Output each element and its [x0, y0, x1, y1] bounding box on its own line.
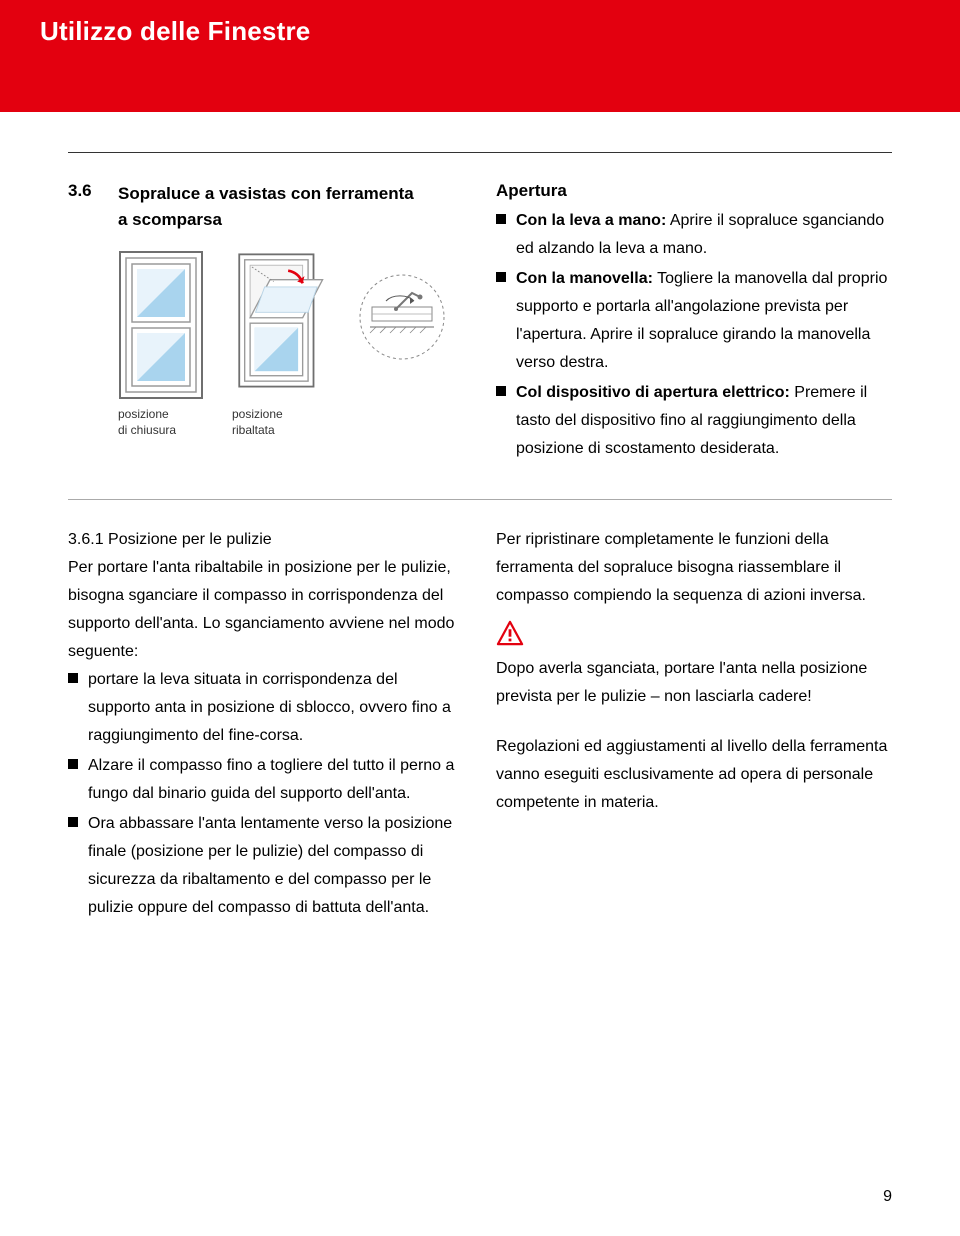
list-item: Ora abbassare l'anta lentamente verso la… — [68, 810, 464, 922]
diagram-row — [118, 250, 464, 400]
upper-right-col: Apertura Con la leva a mano: Aprire il s… — [496, 181, 892, 465]
divider-top — [68, 152, 892, 153]
section-number: 3.6 — [68, 181, 102, 232]
page-title: Utilizzo delle Finestre — [40, 16, 920, 47]
bullet-text: Con la manovella: Togliere la manovella … — [516, 265, 892, 377]
caption-open: posizione ribaltata — [232, 406, 328, 438]
bullet-body-text: portare la leva situata in corrispondenz… — [88, 666, 464, 750]
caption-closed: posizione di chiusura — [118, 406, 204, 438]
page-number: 9 — [883, 1188, 892, 1206]
bullet-lead: Con la manovella: — [516, 270, 653, 287]
bullet-square-icon — [68, 817, 78, 827]
bullet-square-icon — [68, 759, 78, 769]
section-title: Sopraluce a vasistas con ferramenta a sc… — [118, 181, 414, 232]
header-band: Utilizzo delle Finestre — [0, 0, 960, 112]
pulizie-para1: Per portare l'anta ribaltabile in posizi… — [68, 554, 464, 666]
list-item: Con la manovella: Togliere la manovella … — [496, 265, 892, 377]
apertura-list: Con la leva a mano: Aprire il sopraluce … — [496, 207, 892, 463]
caption-row: posizione di chiusura posizione ribaltat… — [118, 406, 464, 438]
lower-two-col: 3.6.1 Posizione per le pulizie Per porta… — [68, 526, 892, 924]
caption-closed-l1: posizione — [118, 407, 169, 421]
content-area: 3.6 Sopraluce a vasistas con ferramenta … — [0, 112, 960, 924]
bullet-square-icon — [496, 272, 506, 282]
window-closed-diagram — [118, 250, 204, 400]
section-heading: 3.6 Sopraluce a vasistas con ferramenta … — [68, 181, 464, 232]
caption-open-l1: posizione — [232, 407, 283, 421]
upper-two-col: 3.6 Sopraluce a vasistas con ferramenta … — [68, 181, 892, 465]
list-item: Con la leva a mano: Aprire il sopraluce … — [496, 207, 892, 263]
bullet-lead: Con la leva a mano: — [516, 212, 666, 229]
crank-detail-diagram — [356, 271, 448, 363]
bullet-lead: Col dispositivo di apertura elettrico: — [516, 384, 790, 401]
list-item: portare la leva situata in corrispondenz… — [68, 666, 464, 750]
caption-open-l2: ribaltata — [232, 423, 275, 437]
restore-para: Per ripristinare completamente le funzio… — [496, 526, 892, 610]
bullet-square-icon — [496, 214, 506, 224]
bullet-square-icon — [68, 673, 78, 683]
apertura-heading: Apertura — [496, 181, 892, 201]
bullet-text: Con la leva a mano: Aprire il sopraluce … — [516, 207, 892, 263]
divider-mid — [68, 499, 892, 500]
warning-text: Dopo averla sganciata, portare l'anta ne… — [496, 655, 892, 711]
caption-closed-l2: di chiusura — [118, 423, 176, 437]
lower-right-col: Per ripristinare completamente le funzio… — [496, 526, 892, 924]
pulizie-list: portare la leva situata in corrispondenz… — [68, 666, 464, 922]
bullet-body-text: Ora abbassare l'anta lentamente verso la… — [88, 810, 464, 922]
section-title-l2: a scomparsa — [118, 210, 222, 229]
window-tilted-diagram — [232, 250, 328, 400]
list-item: Col dispositivo di apertura elettrico: P… — [496, 379, 892, 463]
regolazioni-para: Regolazioni ed aggiustamenti al livello … — [496, 733, 892, 817]
subsection-number-title: 3.6.1 Posizione per le pulizie — [68, 531, 272, 548]
warning-icon — [496, 620, 524, 646]
lower-left-col: 3.6.1 Posizione per le pulizie Per porta… — [68, 526, 464, 924]
section-title-l1: Sopraluce a vasistas con ferramenta — [118, 184, 414, 203]
bullet-square-icon — [496, 386, 506, 396]
bullet-body-text: Alzare il compasso fino a togliere del t… — [88, 752, 464, 808]
upper-left-col: 3.6 Sopraluce a vasistas con ferramenta … — [68, 181, 464, 465]
pulizie-intro: 3.6.1 Posizione per le pulizie — [68, 526, 464, 554]
bullet-text: Col dispositivo di apertura elettrico: P… — [516, 379, 892, 463]
list-item: Alzare il compasso fino a togliere del t… — [68, 752, 464, 808]
